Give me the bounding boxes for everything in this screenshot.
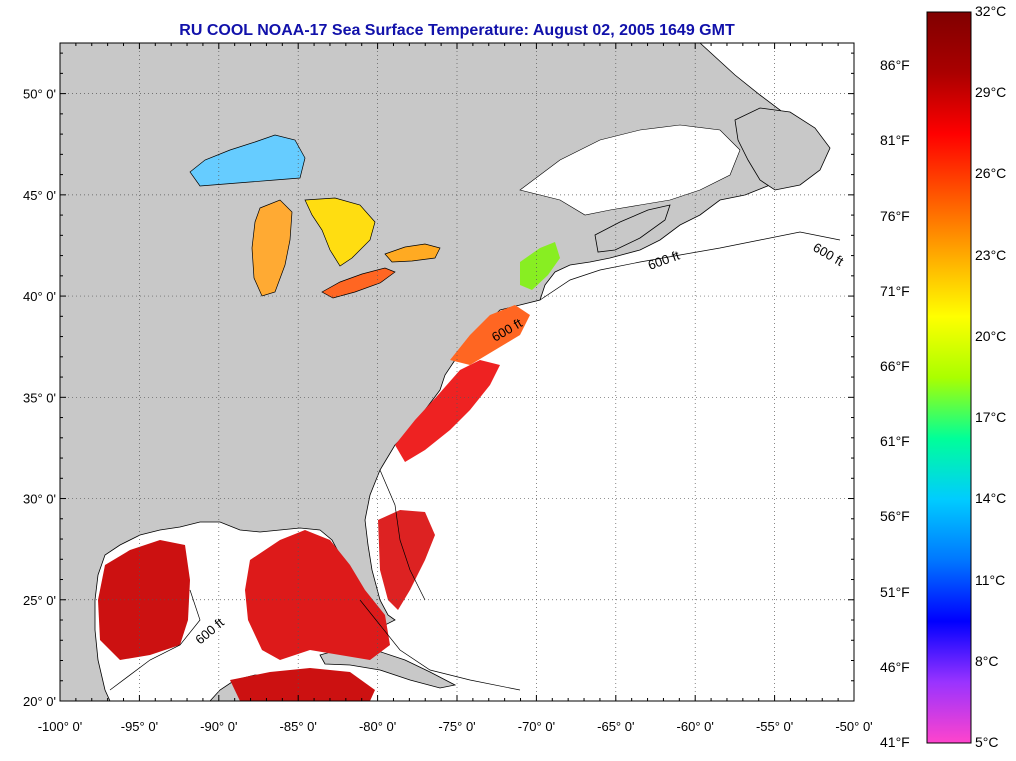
fahrenheit-label: 86°F bbox=[880, 57, 910, 74]
celsius-label: 26°C bbox=[975, 165, 1007, 182]
lon-axis-labels: -100° 0' -95° 0' -90° 0' -85° 0' -80° 0' -75°… bbox=[38, 719, 873, 734]
celsius-label: 29°C bbox=[975, 84, 1007, 101]
fahrenheit-label: 41°F bbox=[880, 734, 910, 750]
lon-tick-label: -85° 0' bbox=[280, 719, 317, 734]
sst-mid-atlantic bbox=[450, 305, 530, 365]
depth-contour bbox=[539, 231, 841, 301]
lat-tick-label: 40° 0' bbox=[23, 289, 56, 304]
depth-contour bbox=[359, 599, 521, 691]
celsius-label: 14°C bbox=[975, 490, 1007, 507]
fahrenheit-label: 76°F bbox=[880, 207, 910, 224]
sst-caribbean bbox=[230, 668, 375, 701]
lake-ontario bbox=[384, 243, 441, 263]
fahrenheit-label: 56°F bbox=[880, 508, 910, 525]
newfoundland-land bbox=[734, 107, 831, 191]
lat-tick-label: 35° 0' bbox=[23, 390, 56, 405]
fahrenheit-label: 46°F bbox=[880, 658, 910, 675]
lon-tick-label: -70° 0' bbox=[518, 719, 555, 734]
fahrenheit-label: 66°F bbox=[880, 357, 910, 374]
celsius-label: 11°C bbox=[975, 571, 1006, 588]
north-america-land bbox=[60, 43, 821, 701]
axis-ticks bbox=[59, 43, 855, 702]
celsius-label: 32°C bbox=[975, 3, 1007, 19]
celsius-label: 20°C bbox=[975, 327, 1007, 344]
lon-tick-label: -55° 0' bbox=[756, 719, 793, 734]
lon-tick-label: -100° 0' bbox=[38, 719, 83, 734]
lat-tick-label: 45° 0' bbox=[23, 188, 56, 203]
map-title: RU COOL NOAA-17 Sea Surface Temperature:… bbox=[179, 22, 735, 39]
lake-huron bbox=[304, 197, 376, 267]
fahrenheit-label: 71°F bbox=[880, 282, 910, 299]
sst-gulf-of-maine bbox=[520, 242, 560, 290]
lon-tick-label: -65° 0' bbox=[597, 719, 634, 734]
sst-east-gulf bbox=[245, 530, 390, 660]
lon-tick-label: -95° 0' bbox=[121, 719, 158, 734]
lat-tick-label: 20° 0' bbox=[23, 694, 56, 709]
gulf-st-lawrence bbox=[519, 124, 741, 216]
sst-east-coast-warm bbox=[395, 360, 500, 462]
celsius-label: 17°C bbox=[975, 409, 1007, 426]
lon-tick-label: -75° 0' bbox=[438, 719, 475, 734]
fahrenheit-label: 61°F bbox=[880, 433, 910, 450]
lon-tick-label: -50° 0' bbox=[835, 719, 872, 734]
lon-tick-label: -60° 0' bbox=[677, 719, 714, 734]
lake-superior bbox=[189, 134, 306, 187]
fahrenheit-label: 81°F bbox=[880, 132, 910, 149]
lat-axis-labels: 50° 0' 45° 0' 40° 0' 35° 0' 30° 0' 25° 0' 20° … bbox=[23, 87, 56, 709]
lake-michigan bbox=[251, 199, 293, 297]
celsius-label: 8°C bbox=[975, 652, 999, 669]
lat-tick-label: 50° 0' bbox=[23, 87, 56, 102]
lon-tick-label: -80° 0' bbox=[359, 719, 396, 734]
nova-scotia-land bbox=[594, 204, 671, 253]
celsius-label: 5°C bbox=[975, 734, 999, 750]
lat-tick-label: 25° 0' bbox=[23, 593, 56, 608]
lat-tick-label: 30° 0' bbox=[23, 492, 56, 507]
lon-tick-label: -90° 0' bbox=[200, 719, 237, 734]
celsius-label: 23°C bbox=[975, 246, 1007, 263]
depth-contour bbox=[109, 589, 201, 691]
grid-lines bbox=[60, 43, 854, 701]
depth-contour bbox=[379, 469, 426, 601]
colorbar bbox=[926, 11, 972, 744]
fahrenheit-label: 51°F bbox=[880, 583, 910, 600]
